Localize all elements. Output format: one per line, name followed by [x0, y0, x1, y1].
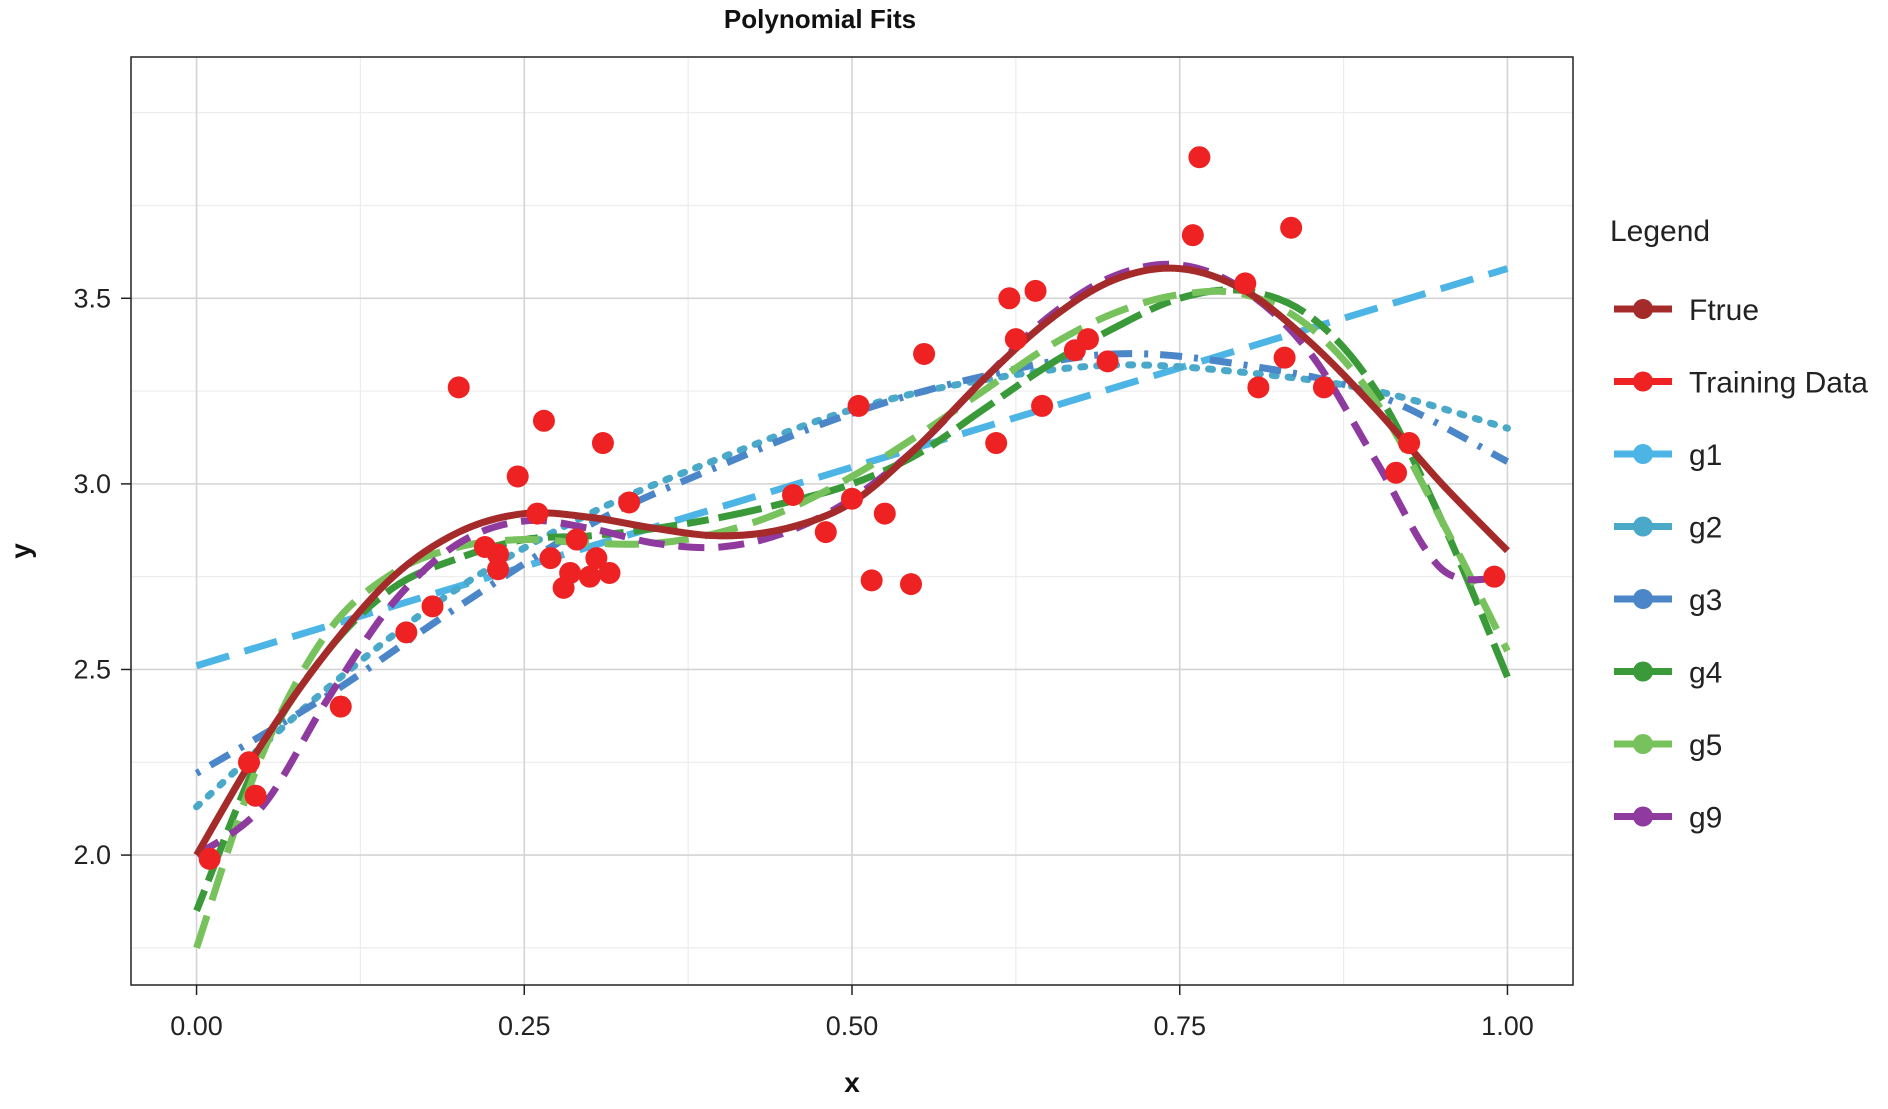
training-data-point	[244, 784, 267, 807]
legend-swatch-dot	[1633, 444, 1653, 464]
training-data-point	[913, 342, 936, 365]
training-data-point	[598, 561, 621, 584]
training-data-point	[395, 621, 418, 644]
legend-label: g4	[1689, 657, 1722, 690]
legend-label: g5	[1689, 729, 1722, 762]
training-data-point	[1031, 394, 1054, 417]
training-data-point	[899, 573, 922, 596]
training-data-point	[985, 432, 1008, 455]
training-data-point	[847, 394, 870, 417]
legend-item-g1: g1	[1614, 439, 1722, 472]
legend-title: Legend	[1610, 215, 1710, 248]
y-tick-label: 2.0	[73, 840, 111, 870]
legend-label: g2	[1689, 512, 1722, 545]
training-data-point	[618, 491, 641, 514]
training-data-point	[329, 695, 352, 718]
training-data-point	[1181, 224, 1204, 247]
legend-item-ftrue: Ftrue	[1614, 294, 1759, 327]
training-data-points	[198, 146, 1506, 870]
training-data-point	[1280, 216, 1303, 239]
training-data-point	[532, 409, 555, 432]
training-data-point	[591, 432, 614, 455]
y-tick-label: 3.5	[73, 283, 111, 313]
training-data-point	[782, 484, 805, 507]
chart-title: Polynomial Fits	[724, 4, 916, 34]
training-data-point	[578, 565, 601, 588]
training-data-point	[1188, 146, 1211, 169]
legend-item-g3: g3	[1614, 584, 1722, 617]
legend-swatch-dot	[1633, 734, 1653, 754]
y-tick-label: 3.0	[73, 469, 111, 499]
training-data-point	[814, 521, 837, 544]
legend-label: Training Data	[1689, 367, 1868, 400]
training-data-point	[1398, 432, 1421, 455]
training-data-point	[841, 487, 863, 510]
legend-swatch-dot	[1633, 299, 1653, 319]
training-data-point	[998, 287, 1021, 310]
training-data-point	[565, 528, 588, 551]
training-data-point	[526, 502, 549, 525]
grid-lines	[131, 57, 1573, 985]
legend-label: g9	[1689, 802, 1722, 835]
training-data-point	[1385, 461, 1408, 484]
x-tick-label: 0.50	[826, 1011, 879, 1041]
training-data-point	[421, 595, 444, 618]
training-data-point	[860, 569, 883, 592]
y-axis: 2.0 2.5 3.0 3.5	[73, 283, 131, 870]
training-data-point	[1247, 376, 1270, 399]
legend-swatch-dot	[1633, 516, 1653, 537]
training-data-point	[1483, 565, 1506, 588]
x-tick-label: 0.25	[498, 1011, 551, 1041]
training-data-point	[539, 547, 562, 570]
training-data-point	[1076, 328, 1099, 351]
y-tick-label: 2.5	[73, 654, 111, 684]
legend: Ftrue Training Data g1 g2 g3 g4 g5 g9	[1614, 294, 1868, 835]
training-data-point	[198, 847, 221, 870]
x-axis-title: x	[844, 1067, 860, 1098]
legend-label: g1	[1689, 439, 1722, 472]
training-data-point	[237, 751, 260, 774]
training-data-point	[559, 561, 582, 584]
legend-item-training-data: Training Data	[1614, 367, 1868, 400]
legend-swatch-dot	[1633, 589, 1653, 609]
legend-label: Ftrue	[1689, 294, 1759, 327]
training-data-point	[1312, 376, 1335, 399]
x-axis: 0.00 0.25 0.50 0.75 1.00	[170, 985, 1534, 1041]
training-data-point	[1273, 346, 1296, 369]
legend-item-g9: g9	[1614, 802, 1722, 835]
y-axis-title: y	[5, 543, 36, 559]
training-data-point	[506, 465, 529, 488]
legend-item-g2: g2	[1614, 512, 1722, 545]
training-data-point	[1096, 350, 1119, 373]
legend-swatch-dot	[1633, 371, 1653, 392]
series-g9-line	[194, 260, 1508, 858]
legend-item-g5: g5	[1614, 729, 1722, 762]
series-g2-line	[193, 361, 1511, 811]
training-data-point	[873, 502, 896, 525]
legend-swatch-dot	[1633, 806, 1653, 827]
x-tick-label: 0.00	[170, 1011, 223, 1041]
training-data-point	[1024, 279, 1047, 302]
training-data-point	[585, 547, 608, 570]
legend-label: g3	[1689, 584, 1722, 617]
legend-swatch-dot	[1633, 661, 1653, 682]
series-g4-line	[193, 286, 1511, 913]
training-data-point	[447, 376, 470, 399]
series-g5-line	[193, 287, 1511, 950]
legend-item-g4: g4	[1614, 657, 1722, 690]
x-tick-label: 1.00	[1481, 1011, 1534, 1041]
training-data-point	[1234, 272, 1257, 295]
series-g1-line	[195, 265, 1509, 670]
training-data-point	[1004, 328, 1027, 351]
x-tick-label: 0.75	[1153, 1011, 1206, 1041]
training-data-point	[487, 543, 510, 566]
